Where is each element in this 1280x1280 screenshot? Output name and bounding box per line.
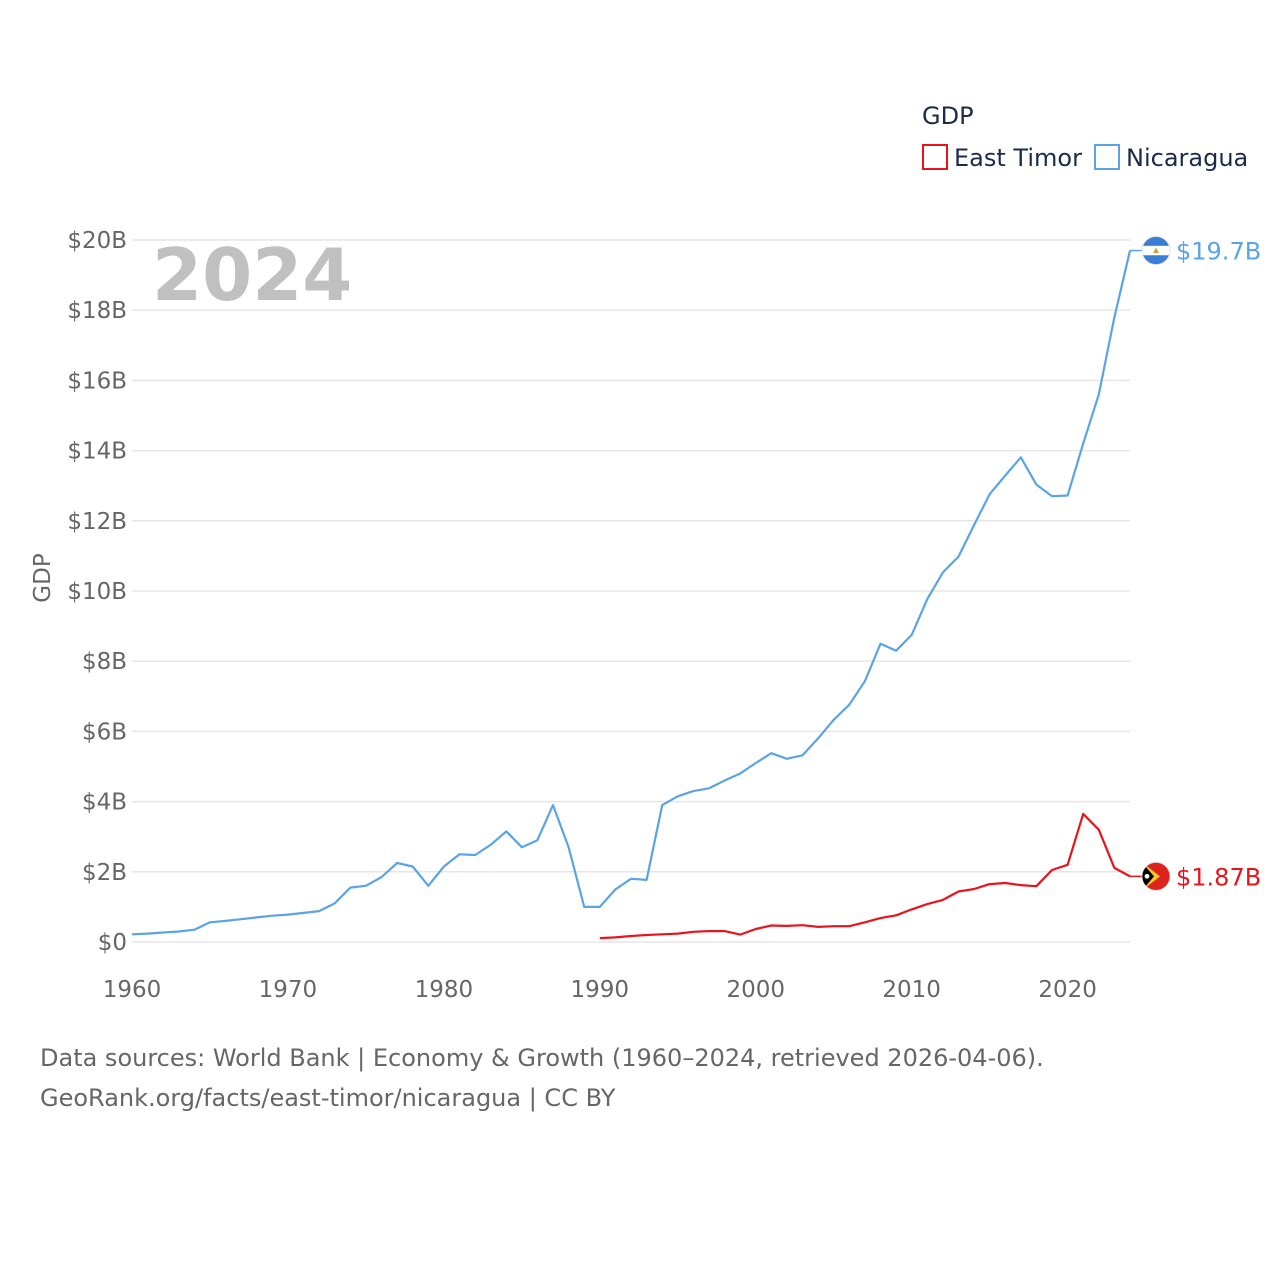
- y-tick-label: $2B: [82, 860, 127, 886]
- x-tick-label: 1990: [571, 977, 630, 1003]
- y-tick-label: $18B: [67, 298, 127, 324]
- series-line-east-timor[interactable]: [599, 812, 1131, 940]
- x-tick-label: 1970: [259, 977, 318, 1003]
- x-tick-label: 2010: [882, 977, 941, 1003]
- end-value-label-nicaragua: $19.7B: [1176, 238, 1261, 266]
- y-tick-label: $8B: [82, 649, 127, 675]
- current-year-label: 2024: [152, 233, 352, 317]
- legend-label-nicaragua[interactable]: Nicaragua: [1126, 144, 1248, 172]
- y-tick-label: $0: [98, 930, 127, 956]
- y-tick-label: $10B: [67, 579, 127, 605]
- legend-title: GDP: [922, 102, 974, 130]
- legend-label-east-timor[interactable]: East Timor: [954, 144, 1082, 172]
- east-timor-flag-icon: [1141, 861, 1171, 891]
- footer-source-line: Data sources: World Bank | Economy & Gro…: [40, 1044, 1044, 1072]
- x-tick-label: 1980: [415, 977, 474, 1003]
- gdp-line-chart: GDP East Timor Nicaragua GDP 2024 $0 $2B $…: [30, 102, 1261, 1003]
- y-tick-label: $14B: [67, 439, 127, 465]
- x-tick-label: 2000: [726, 977, 785, 1003]
- footer-attribution-line: GeoRank.org/facts/east-timor/nicaragua |…: [40, 1084, 616, 1112]
- y-tick-label: $20B: [67, 228, 127, 254]
- end-value-label-east-timor: $1.87B: [1176, 863, 1261, 891]
- y-tick-label: $4B: [82, 790, 127, 816]
- nicaragua-flag-icon: [1141, 236, 1171, 265]
- legend-swatch-east-timor[interactable]: [922, 144, 948, 170]
- y-axis-title: GDP: [30, 553, 56, 603]
- y-tick-label: $12B: [67, 509, 127, 535]
- legend-swatch-nicaragua[interactable]: [1094, 144, 1120, 170]
- y-tick-label: $16B: [67, 368, 127, 394]
- series-line-nicaragua[interactable]: [131, 250, 1132, 936]
- y-tick-label: $6B: [82, 719, 127, 745]
- x-tick-label: 1960: [103, 977, 162, 1003]
- x-tick-label: 2020: [1038, 977, 1097, 1003]
